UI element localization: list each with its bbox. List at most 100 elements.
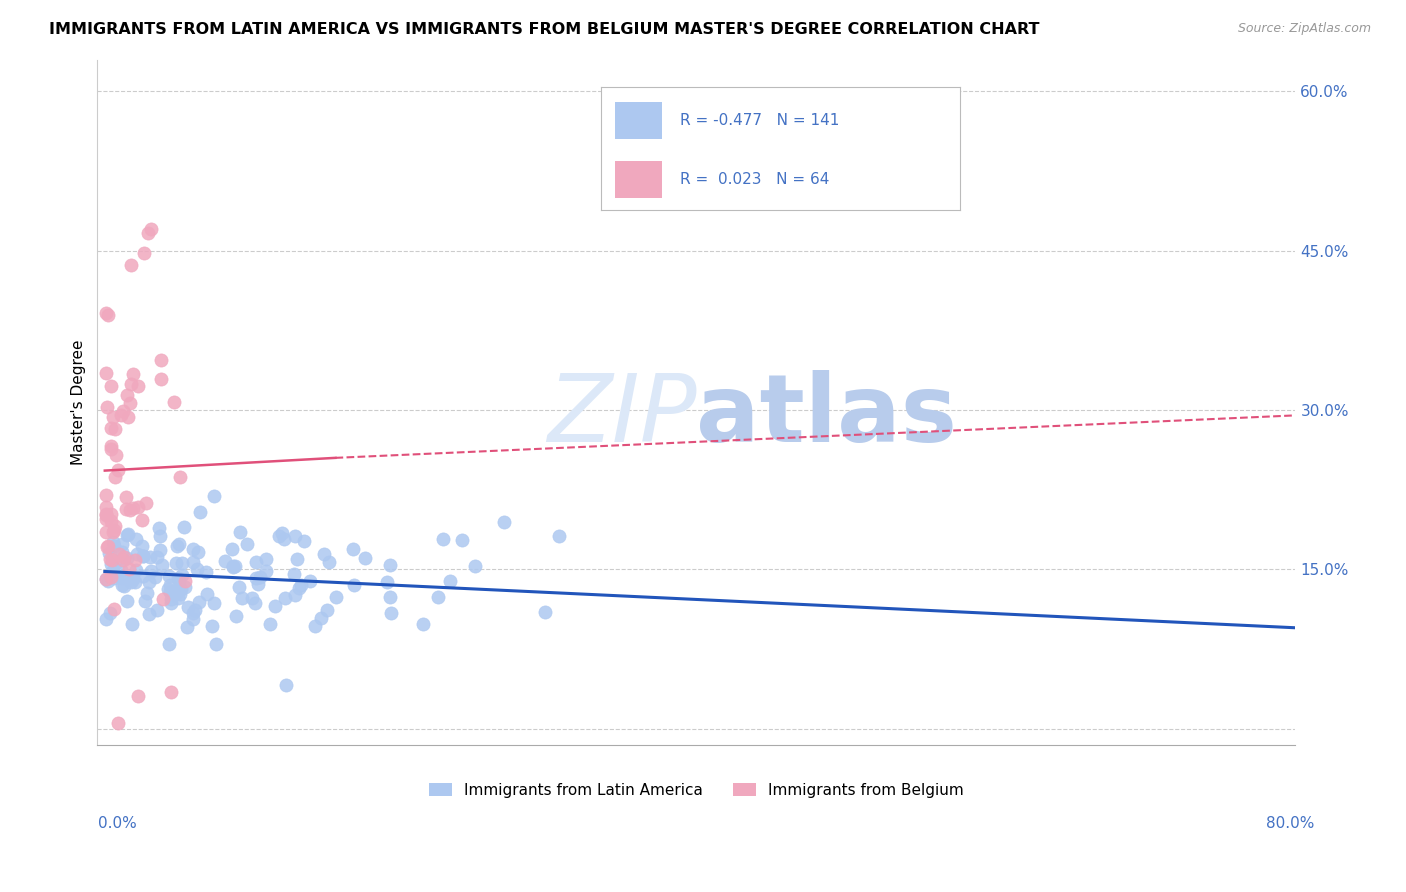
Point <box>149 529 172 543</box>
Point <box>94 306 117 320</box>
Point <box>120 503 142 517</box>
Point <box>114 502 136 516</box>
Point <box>167 537 190 551</box>
Point <box>141 564 163 578</box>
Point <box>159 578 181 592</box>
Point <box>121 367 143 381</box>
Point <box>148 521 170 535</box>
Point <box>157 582 180 596</box>
Point <box>149 353 172 368</box>
Point <box>104 519 127 533</box>
Text: ZIP: ZIP <box>547 370 696 461</box>
Point <box>222 560 245 574</box>
Point <box>170 568 193 582</box>
Point <box>120 396 142 410</box>
Point <box>157 569 180 583</box>
Point <box>98 606 121 620</box>
Point <box>231 591 253 606</box>
Point <box>176 600 198 615</box>
Text: 0.0%: 0.0% <box>98 816 138 831</box>
Y-axis label: Master's Degree: Master's Degree <box>72 339 86 465</box>
Point <box>181 555 204 569</box>
Point <box>107 463 129 477</box>
Point <box>112 549 135 564</box>
Point <box>96 508 118 522</box>
Point <box>187 545 209 559</box>
Point <box>105 556 128 570</box>
Point <box>304 619 326 633</box>
Point <box>273 532 295 546</box>
Point <box>249 570 271 584</box>
Point <box>342 541 364 556</box>
Point <box>125 533 148 547</box>
Point <box>101 553 124 567</box>
Point <box>117 527 139 541</box>
Point <box>94 572 117 586</box>
Point <box>115 528 138 542</box>
Point <box>138 607 160 621</box>
Point <box>103 564 125 578</box>
Point <box>246 577 269 591</box>
Point <box>221 542 243 557</box>
Point <box>97 574 120 589</box>
Point <box>132 549 155 563</box>
Point <box>94 488 117 502</box>
Point <box>205 637 228 651</box>
Point <box>170 582 193 596</box>
Point <box>548 529 571 543</box>
Point <box>94 524 117 539</box>
Point <box>375 574 398 589</box>
Point <box>235 537 257 551</box>
Point <box>124 574 146 589</box>
Point <box>165 557 187 571</box>
Point <box>162 584 184 599</box>
Point <box>98 551 121 566</box>
Point <box>201 619 224 633</box>
Point <box>163 394 186 409</box>
Point <box>105 448 128 462</box>
Point <box>127 690 149 704</box>
Point <box>163 584 186 599</box>
Point <box>254 552 277 566</box>
Point <box>157 637 180 651</box>
Point <box>427 590 450 604</box>
Point <box>450 533 472 547</box>
Point <box>135 496 157 510</box>
Point <box>132 569 155 583</box>
Point <box>298 574 321 588</box>
Point <box>184 602 207 616</box>
Point <box>259 617 281 632</box>
Point <box>290 578 312 592</box>
Point <box>112 579 135 593</box>
Point <box>96 612 118 626</box>
Point <box>134 594 156 608</box>
Point <box>202 596 225 610</box>
Point <box>111 537 134 551</box>
Point <box>125 547 148 561</box>
Point <box>264 599 287 614</box>
Point <box>138 549 160 564</box>
Point <box>115 571 138 585</box>
Point <box>195 586 218 600</box>
Point <box>117 409 139 424</box>
Point <box>181 542 204 557</box>
Point <box>111 404 134 418</box>
Point <box>136 226 159 240</box>
Point <box>121 617 143 632</box>
Point <box>115 388 138 402</box>
Point <box>111 545 134 559</box>
Point <box>131 539 153 553</box>
Text: 80.0%: 80.0% <box>1267 816 1315 831</box>
Point <box>267 529 290 543</box>
Point <box>125 564 148 578</box>
Point <box>167 591 190 605</box>
Point <box>132 549 155 564</box>
Point <box>143 570 166 584</box>
Point <box>100 421 122 435</box>
Point <box>120 258 142 272</box>
Point <box>115 594 138 608</box>
Point <box>159 585 181 599</box>
Point <box>214 554 236 568</box>
Point <box>131 513 153 527</box>
Point <box>160 685 183 699</box>
